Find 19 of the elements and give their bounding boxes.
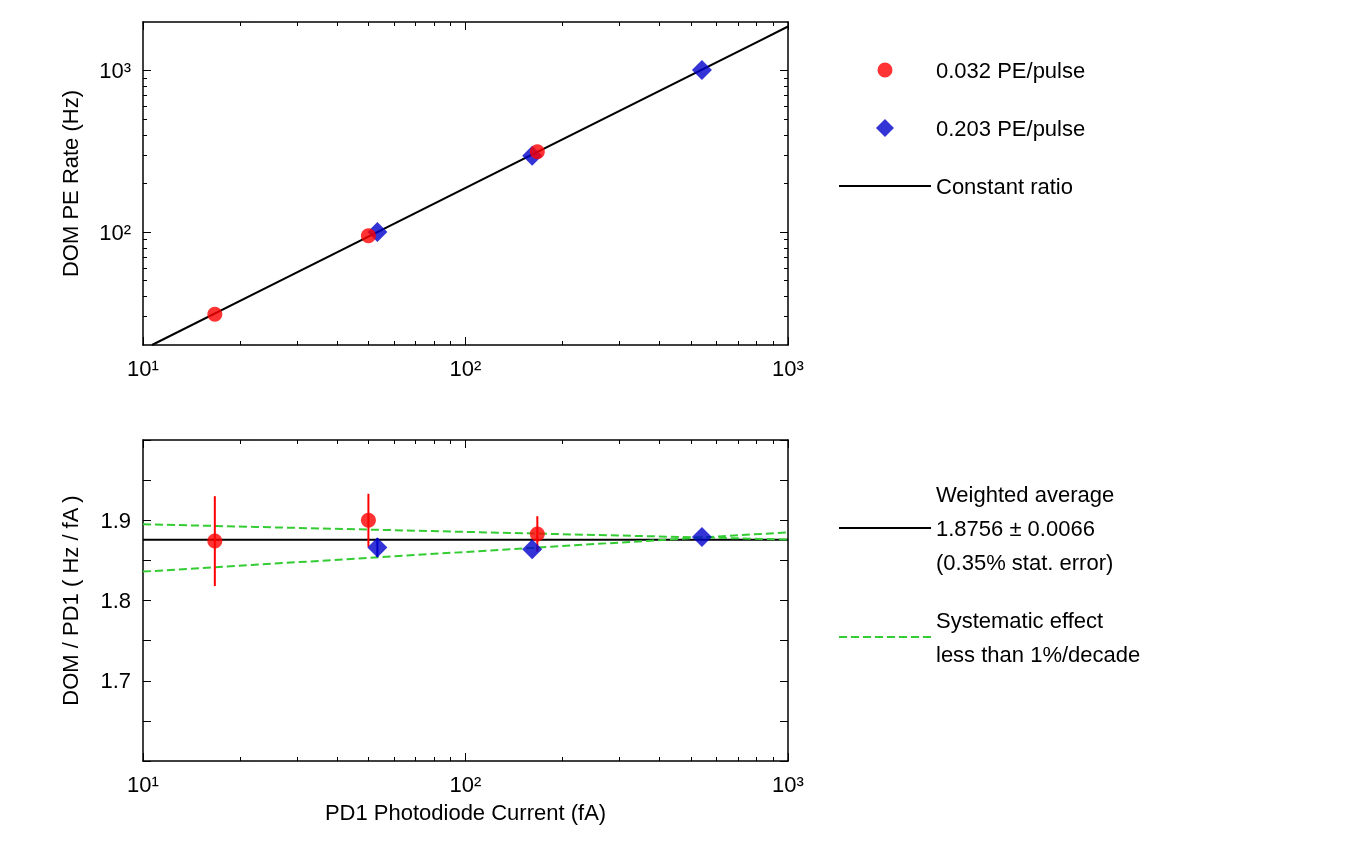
y-tick-label: 10³ [99,58,131,84]
x-tick-label: 10³ [772,771,804,797]
x-tick-label: 10¹ [127,771,159,797]
legend-label: 0.203 PE/pulse [936,115,1086,141]
y-tick-label: 10² [99,219,131,245]
x-axis-title: PD1 Photodiode Current (fA) [324,799,607,825]
y-axis-title: DOM / PD1 ( Hz / fA ) [57,495,83,706]
x-tick-label: 10² [449,771,482,797]
y-axis-title: DOM PE Rate (Hz) [57,89,83,278]
x-tick-label: 10³ [772,355,804,381]
y-tick-label: 1.8 [100,588,131,613]
legend-label: 0.032 PE/pulse [936,57,1086,83]
legend-label: Systematic effect less than 1%/decade [936,607,1141,667]
legend-label: Constant ratio [936,173,1073,199]
x-tick-label: 10² [449,355,482,381]
x-tick-label: 10¹ [127,355,159,381]
legend-label: Weighted average 1.8756 ± 0.0066 (0.35% stat. error) [936,481,1115,575]
y-tick-label: 1.9 [100,507,131,533]
y-tick-label: 1.7 [100,668,131,694]
